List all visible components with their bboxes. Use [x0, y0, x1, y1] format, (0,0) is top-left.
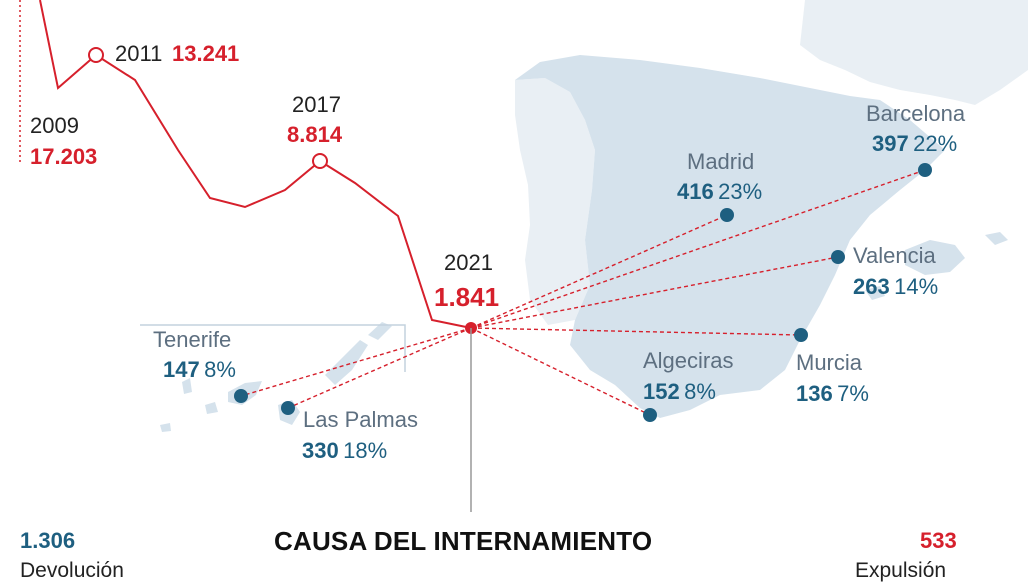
- city-dot-madrid: [720, 208, 734, 222]
- la-palma-island: [182, 378, 192, 394]
- city-stat-murcia: 136 7%: [796, 383, 869, 405]
- count-tenerife: 147: [163, 357, 200, 382]
- count-valencia: 263: [853, 274, 890, 299]
- year-2017: 2017: [292, 92, 341, 117]
- city-name-algeciras: Algeciras: [643, 348, 734, 373]
- trend-line: [39, 0, 477, 334]
- city-name-barcelona: Barcelona: [866, 101, 966, 126]
- connector-lines: [240, 169, 926, 416]
- la-gomera-island: [205, 402, 218, 414]
- pct-barcelona: 22%: [913, 131, 958, 156]
- city-stat-tenerife: 147 8%: [163, 359, 236, 381]
- year-2011: 2011: [115, 41, 163, 66]
- city-name-valencia: Valencia: [853, 243, 936, 268]
- city-name-murcia: Murcia: [796, 350, 863, 375]
- connector-barcelona: [470, 169, 926, 329]
- connector-tenerife: [240, 327, 472, 397]
- count-madrid: 416: [677, 179, 714, 204]
- city-stat-madrid: 416 23%: [677, 181, 762, 203]
- city-name-las-palmas: Las Palmas: [303, 407, 418, 432]
- trend-polyline: [39, 0, 472, 329]
- connector-madrid: [470, 214, 728, 329]
- footer-left-value: 1.306: [20, 528, 76, 553]
- city-dot-barcelona: [918, 163, 932, 177]
- spain-landmass: [515, 55, 945, 418]
- connector-valencia: [470, 256, 839, 329]
- pct-tenerife: 8%: [204, 357, 236, 382]
- pct-murcia: 7%: [837, 381, 869, 406]
- el-hierro-island: [160, 423, 171, 432]
- city-name-tenerife: Tenerife: [153, 327, 232, 352]
- pct-valencia: 14%: [894, 274, 939, 299]
- city-dot-las-palmas: [281, 401, 295, 415]
- ibiza-island: [865, 286, 885, 300]
- connector-algeciras: [470, 327, 651, 416]
- pct-algeciras: 8%: [684, 379, 716, 404]
- menorca-island: [985, 232, 1008, 245]
- footer-left-label: Devolución: [20, 559, 124, 582]
- city-stat-valencia: 263 14%: [853, 276, 938, 298]
- mallorca-island: [905, 240, 965, 275]
- footer-right-value: 533: [920, 528, 957, 553]
- fuerteventura-island: [325, 340, 368, 385]
- value-2011: 13.241: [172, 41, 240, 66]
- portugal-landmass: [515, 78, 595, 325]
- footer-right-label: Expulsión: [855, 559, 947, 582]
- pct-las-palmas: 18%: [343, 438, 388, 463]
- count-barcelona: 397: [872, 131, 909, 156]
- value-2017: 8.814: [287, 122, 343, 147]
- city-stat-algeciras: 152 8%: [643, 381, 716, 403]
- city-stat-las-palmas: 330 18%: [302, 440, 387, 462]
- france-landmass: [800, 0, 1028, 105]
- city-dot-valencia: [831, 250, 845, 264]
- city-stat-barcelona: 397 22%: [872, 133, 957, 155]
- year-2009: 2009: [30, 113, 79, 138]
- marker-2011: [88, 47, 104, 63]
- count-algeciras: 152: [643, 379, 680, 404]
- city-name-madrid: Madrid: [687, 149, 755, 174]
- city-dot-algeciras: [643, 408, 657, 422]
- pct-madrid: 23%: [718, 179, 763, 204]
- value-2021: 1.841: [434, 282, 500, 312]
- marker-2017: [312, 153, 328, 169]
- value-2009: 17.203: [30, 144, 98, 169]
- count-las-palmas: 330: [302, 438, 339, 463]
- connector-las-palmas: [287, 327, 472, 409]
- city-markers: [234, 163, 932, 422]
- year-2021: 2021: [444, 250, 493, 275]
- lanzarote-island: [368, 322, 392, 340]
- city-dot-murcia: [794, 328, 808, 342]
- connector-murcia: [470, 327, 802, 336]
- section-title: CAUSA DEL INTERNAMIENTO: [274, 526, 653, 556]
- city-dot-tenerife: [234, 389, 248, 403]
- count-murcia: 136: [796, 381, 833, 406]
